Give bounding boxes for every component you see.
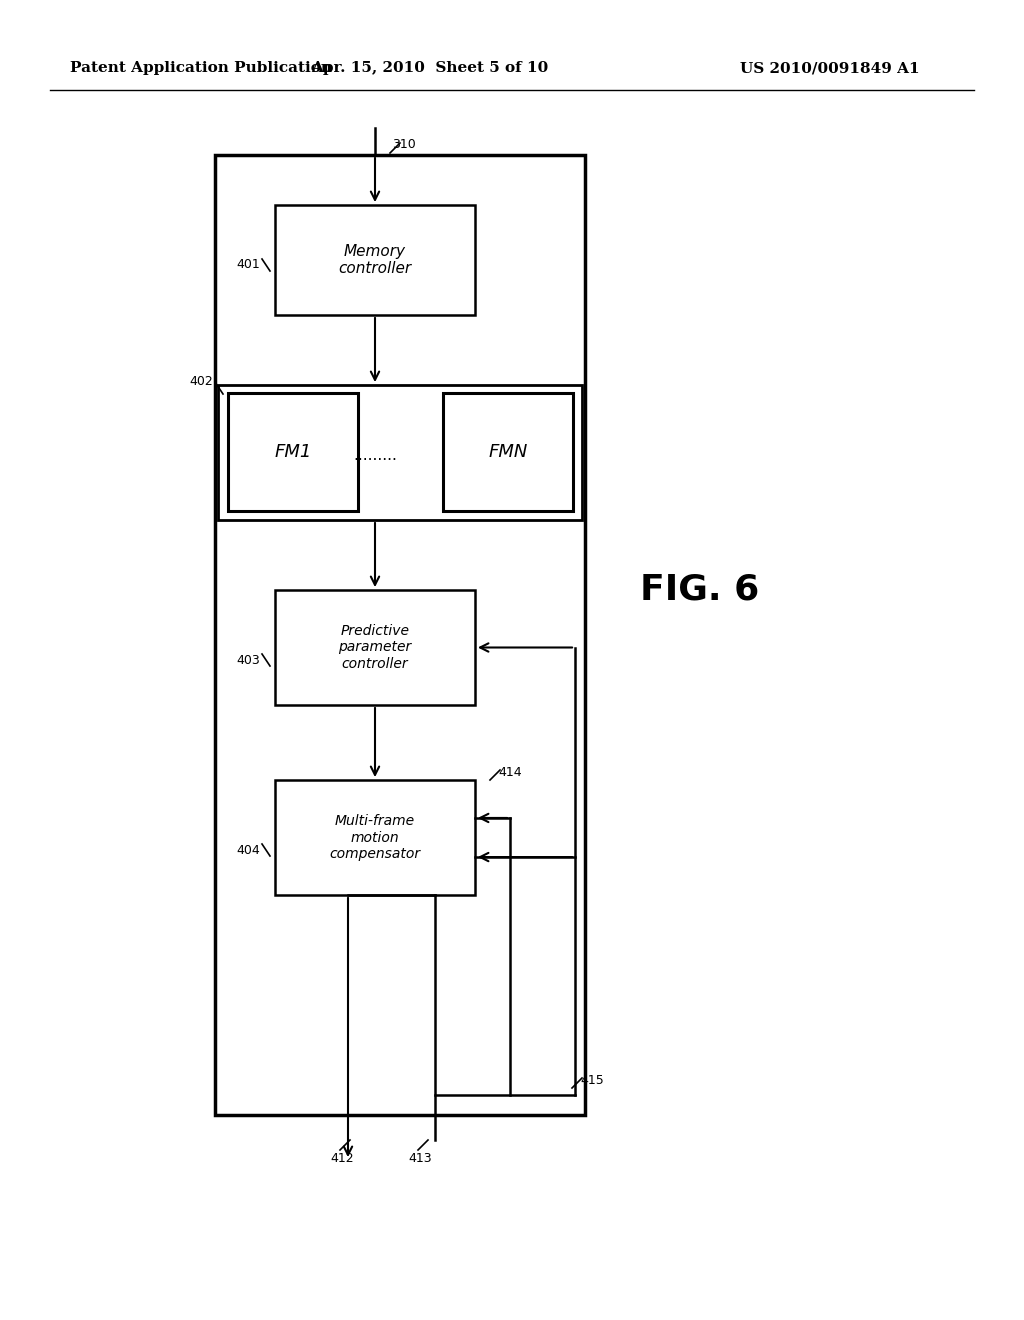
Text: 415: 415 — [580, 1073, 604, 1086]
Bar — [215, 154, 585, 1115]
Bar — [228, 393, 358, 511]
Text: Apr. 15, 2010  Sheet 5 of 10: Apr. 15, 2010 Sheet 5 of 10 — [311, 61, 549, 75]
Text: FM1: FM1 — [274, 444, 311, 461]
Text: FIG. 6: FIG. 6 — [640, 573, 760, 607]
Text: US 2010/0091849 A1: US 2010/0091849 A1 — [740, 61, 920, 75]
Text: 404: 404 — [237, 843, 260, 857]
Bar — [443, 393, 573, 511]
Bar — [275, 780, 475, 895]
Text: 412: 412 — [330, 1151, 354, 1164]
Text: 414: 414 — [498, 766, 521, 779]
Text: Multi-frame
motion
compensator: Multi-frame motion compensator — [330, 814, 421, 861]
Text: 403: 403 — [237, 653, 260, 667]
Text: 402: 402 — [189, 375, 213, 388]
Text: FMN: FMN — [488, 444, 527, 461]
Text: Predictive
parameter
controller: Predictive parameter controller — [338, 624, 412, 671]
Text: Patent Application Publication: Patent Application Publication — [70, 61, 332, 75]
Bar — [218, 385, 582, 520]
Text: 310: 310 — [392, 139, 416, 152]
Bar — [275, 590, 475, 705]
Text: Memory
controller: Memory controller — [339, 244, 412, 276]
Text: 401: 401 — [237, 259, 260, 272]
Bar — [275, 205, 475, 315]
Text: .........: ......... — [353, 447, 397, 462]
Text: 413: 413 — [409, 1151, 432, 1164]
